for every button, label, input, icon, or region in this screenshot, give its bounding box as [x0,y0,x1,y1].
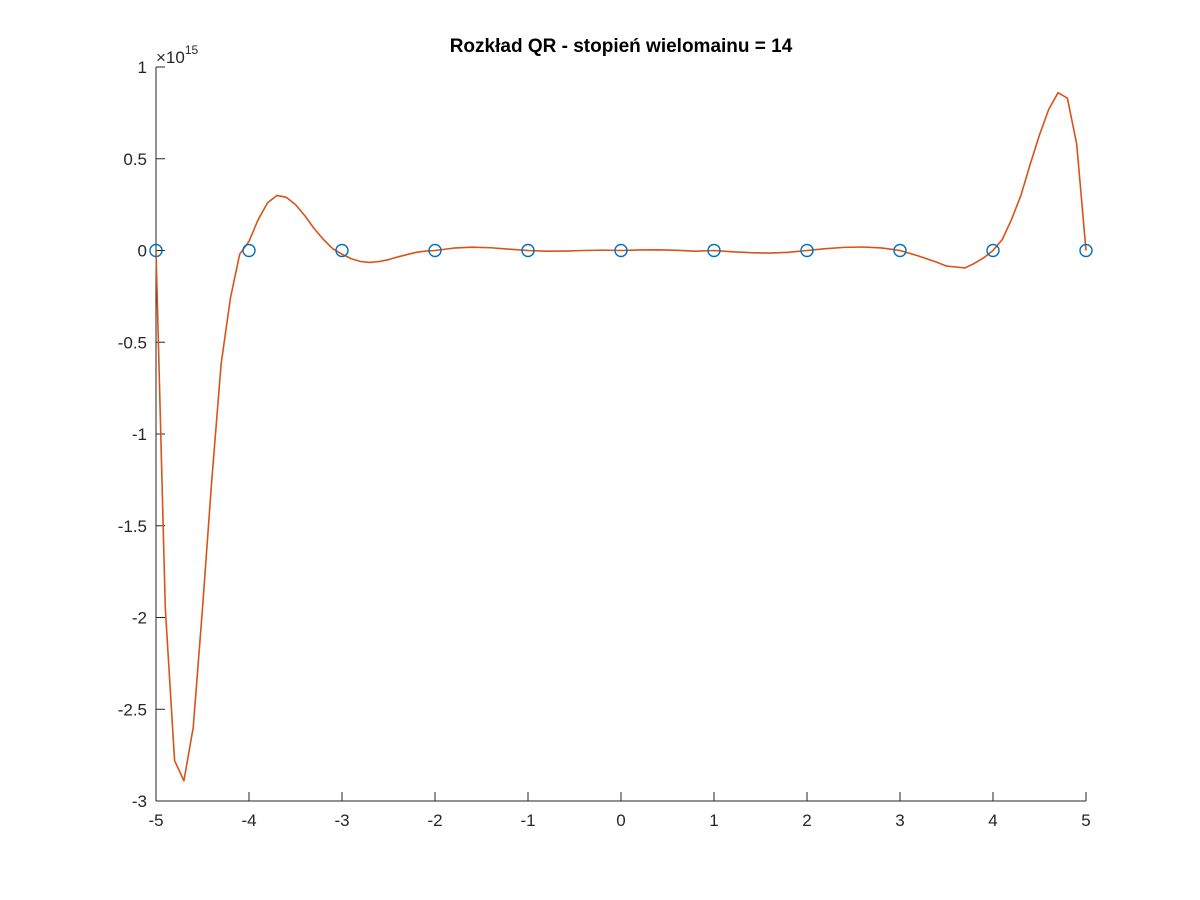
y-exponent-power: 15 [185,43,199,57]
y-tick-label: -3 [132,792,147,811]
x-tick-label: 5 [1081,811,1090,830]
chart-title: Rozkład QR - stopień wielomainu = 14 [450,36,793,57]
y-tick-label: -0.5 [118,333,147,352]
data-point-marker [242,243,256,258]
y-tick-label: 0 [138,242,147,261]
y-axis-exponent: ×1015 [156,43,199,67]
y-tick-label: -1 [132,425,147,444]
x-tick-label: 3 [895,811,904,830]
y-tick-label: -2.5 [118,700,147,719]
data-point-marker [428,243,442,258]
x-tick-label: 2 [802,811,811,830]
plot-area: -5 -4 -3 -2 -1 0 1 2 3 4 5 -3 -2.5 -2 -1.5 -1 -0.5 0 0.5 1 [118,58,1093,830]
data-point-marker [521,243,535,258]
y-exponent-prefix: ×10 [156,48,185,67]
data-point-marker [893,243,907,258]
x-tick-label: -1 [520,811,535,830]
x-tick-label: -5 [148,811,163,830]
series-line [155,91,1087,782]
y-tick-label: 1 [138,58,147,77]
data-point-marker [149,243,163,258]
y-tick-label: -1.5 [118,517,147,536]
x-tick-label: 4 [988,811,997,830]
x-tick-label: -4 [241,811,256,830]
data-point-marker [986,243,1000,258]
data-point-marker [614,243,628,258]
data-point-marker [800,243,814,258]
x-tick-label: 1 [709,811,718,830]
y-tick-label: -2 [132,609,147,628]
data-point-marker [1079,243,1093,258]
x-tick-label: 0 [616,811,625,830]
y-tick-label: 0.5 [123,150,147,169]
x-tick-label: -3 [334,811,349,830]
data-point-marker [335,243,349,258]
data-point-marker [707,243,721,258]
x-tick-label: -2 [427,811,442,830]
